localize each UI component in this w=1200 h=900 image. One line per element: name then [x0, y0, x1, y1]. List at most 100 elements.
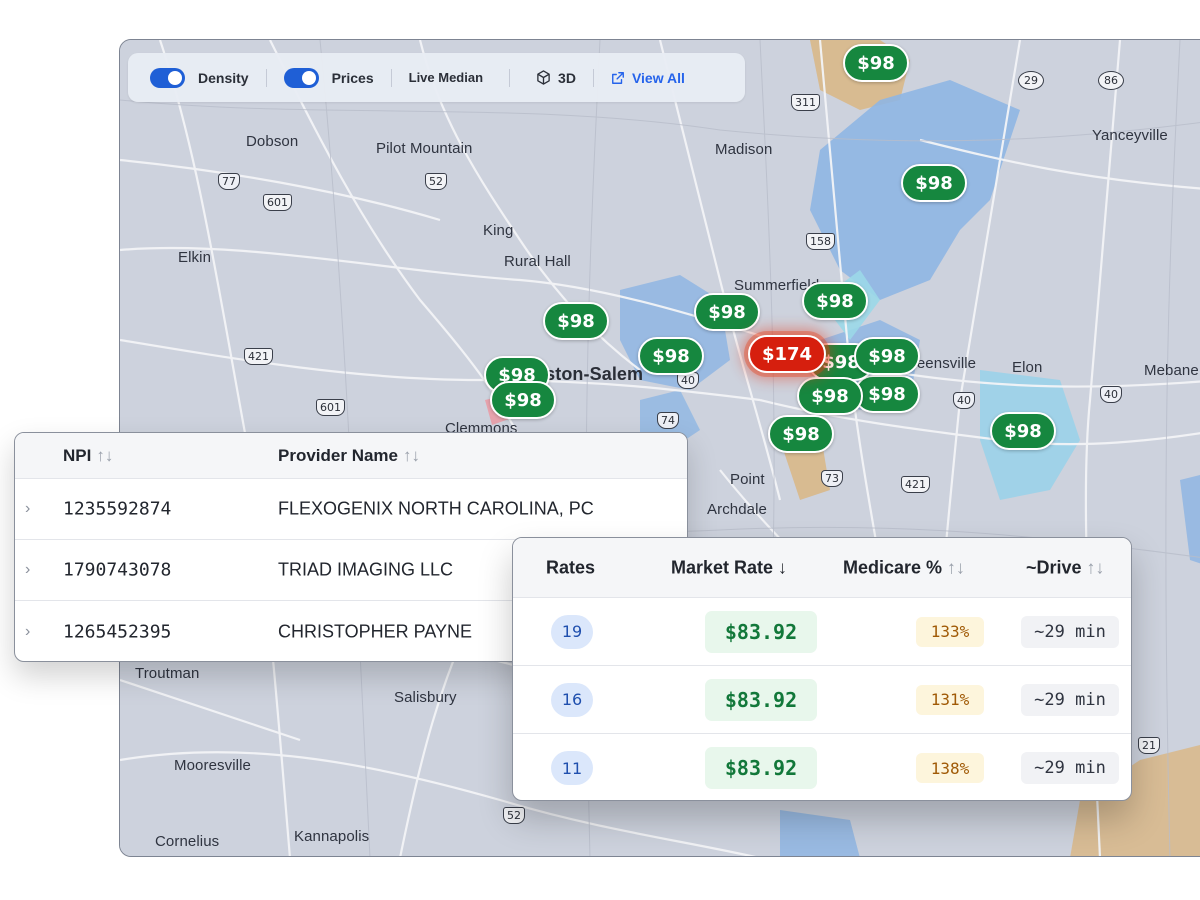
sort-icon[interactable]: ↑↓ [947, 557, 966, 577]
table-row[interactable]: 16 $83.92 131% ~29 min [513, 666, 1131, 734]
medicare-pct-badge: 133% [916, 616, 984, 647]
table-row[interactable]: 19 $83.92 133% ~29 min [513, 598, 1131, 666]
market-rate-value: $83.92 [705, 610, 817, 653]
place-label: Elon [1012, 359, 1043, 376]
price-pin[interactable]: $98 [901, 164, 967, 202]
price-pin[interactable]: $98 [490, 381, 556, 419]
place-label: Salisbury [394, 689, 457, 706]
provider-name-cell: CHRISTOPHER PAYNE [278, 621, 473, 641]
route-shield: 29 [1018, 71, 1044, 90]
column-header-drive[interactable]: ~Drive ↑↓ [1026, 557, 1105, 577]
place-label: Dobson [246, 133, 299, 150]
external-link-icon [612, 71, 624, 84]
medicare-pct-badge: 131% [916, 684, 984, 715]
price-pin[interactable]: $98 [768, 415, 834, 453]
route-shield: 86 [1098, 71, 1124, 90]
route-shield: 421 [244, 348, 273, 365]
column-header-npi[interactable]: NPI ↑↓ [63, 445, 114, 465]
price-pin-highlighted[interactable]: $174 [748, 335, 826, 373]
place-label: Elkin [178, 249, 212, 266]
price-pin[interactable]: $98 [990, 412, 1056, 450]
place-label: Point [730, 471, 765, 488]
price-pin[interactable]: $98 [638, 337, 704, 375]
provider-name-cell: FLEXOGENIX NORTH CAROLINA, PC [278, 498, 594, 519]
drive-time-badge: ~29 min [1021, 615, 1119, 648]
view-all-label: View All [631, 69, 685, 86]
npi-cell: 1790743078 [63, 559, 172, 581]
rates-count-badge: 11 [551, 751, 593, 785]
price-pin[interactable]: $98 [802, 282, 868, 320]
place-label: Yanceyville [1092, 127, 1168, 144]
prices-toggle[interactable]: Prices [283, 67, 374, 88]
place-label: Mebane [1144, 362, 1199, 379]
toolbar-divider [592, 68, 594, 87]
market-rate-value: $83.92 [705, 747, 817, 789]
price-pin[interactable]: $98 [854, 375, 920, 413]
route-shield: 73 [821, 470, 843, 487]
route-shield: 311 [791, 94, 820, 111]
route-shield: 601 [263, 194, 292, 211]
drive-time-badge: ~29 min [1021, 683, 1119, 716]
view-3d-button[interactable]: 3D [536, 70, 576, 86]
table-row[interactable]: › 1265452395 CHRISTOPHER PAYNE [15, 601, 687, 661]
cube-icon [537, 70, 550, 85]
price-pin[interactable]: $98 [797, 377, 863, 415]
density-toggle[interactable]: Density [150, 67, 249, 88]
place-label: Rural Hall [504, 253, 571, 270]
column-header-market-rate[interactable]: Market Rate ↓ [671, 557, 788, 577]
table-row[interactable]: › 1790743078 TRIAD IMAGING LLC [15, 540, 687, 601]
map-toolbar: Density Prices Live Median 3D View All [128, 53, 745, 102]
route-shield: 601 [316, 399, 345, 416]
sort-desc-icon[interactable]: ↓ [778, 557, 788, 577]
density-label: Density [198, 69, 249, 86]
table-row[interactable]: › 1235592874 FLEXOGENIX NORTH CAROLINA, … [15, 479, 687, 540]
npi-cell: 1235592874 [63, 498, 172, 520]
route-shield: 21 [1138, 737, 1160, 754]
live-median-button[interactable]: Live Median [408, 70, 484, 85]
route-shield: 158 [806, 233, 835, 250]
density-switch[interactable] [150, 67, 185, 88]
chevron-right-icon[interactable]: › [25, 561, 31, 578]
view-3d-label: 3D [558, 69, 576, 86]
view-all-link[interactable]: View All [611, 70, 685, 86]
column-header-rates[interactable]: Rates [546, 557, 596, 577]
place-label: Madison [715, 141, 773, 158]
prices-switch[interactable] [283, 67, 319, 88]
toolbar-divider [390, 68, 392, 87]
rates-table-header: Rates Market Rate ↓ Medicare % ↑↓ ~Drive ↑↓ [513, 538, 1131, 598]
toolbar-divider [265, 68, 267, 87]
chevron-right-icon[interactable]: › [25, 500, 31, 517]
column-header-provider-name[interactable]: Provider Name ↑↓ [278, 445, 420, 465]
medicare-pct-badge: 138% [916, 753, 984, 783]
place-label: Archdale [707, 501, 768, 518]
column-header-medicare-pct[interactable]: Medicare % ↑↓ [843, 557, 966, 577]
route-shield: 52 [503, 807, 525, 824]
rates-count-badge: 16 [551, 682, 593, 717]
place-label: Cornelius [155, 833, 220, 850]
place-label: Troutman [135, 665, 200, 682]
route-shield: 40 [1100, 386, 1122, 403]
price-pin[interactable]: $98 [543, 302, 609, 340]
provider-name-cell: TRIAD IMAGING LLC [278, 559, 454, 580]
route-shield: 52 [425, 173, 447, 190]
place-label: King [483, 222, 514, 239]
place-label: Summerfield [734, 277, 820, 294]
route-shield: 40 [953, 392, 975, 409]
rates-count-badge: 19 [551, 614, 593, 649]
toolbar-divider [509, 68, 511, 87]
price-pin[interactable]: $98 [694, 293, 760, 331]
drive-time-badge: ~29 min [1021, 752, 1119, 784]
route-shield: 74 [657, 412, 679, 429]
sort-icon[interactable]: ↑↓ [1086, 557, 1105, 577]
place-label: Mooresville [174, 757, 251, 774]
price-pin[interactable]: $98 [843, 44, 909, 82]
sort-icon[interactable]: ↑↓ [96, 445, 114, 465]
route-shield: 421 [901, 476, 930, 493]
sort-icon[interactable]: ↑↓ [403, 445, 420, 465]
market-rate-value: $83.92 [705, 678, 817, 721]
table-row[interactable]: 11 $83.92 138% ~29 min [513, 734, 1131, 800]
place-label: Pilot Mountain [376, 140, 473, 157]
chevron-right-icon[interactable]: › [25, 622, 31, 640]
price-pin[interactable]: $98 [854, 337, 920, 375]
